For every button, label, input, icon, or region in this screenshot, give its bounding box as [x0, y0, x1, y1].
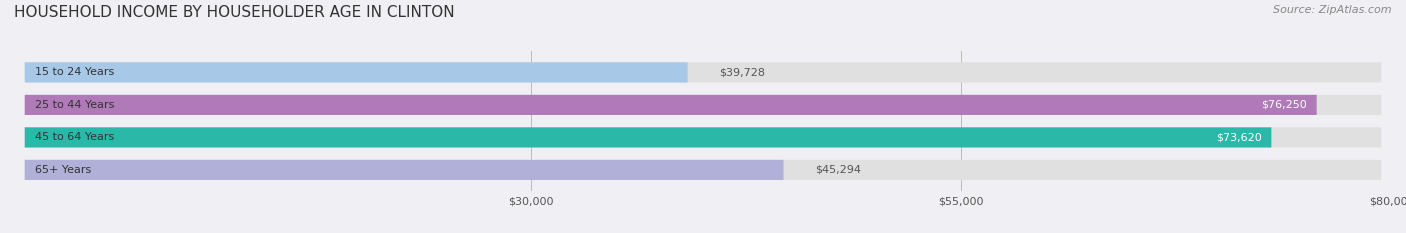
Text: 65+ Years: 65+ Years — [35, 165, 91, 175]
Text: 25 to 44 Years: 25 to 44 Years — [35, 100, 114, 110]
Text: Source: ZipAtlas.com: Source: ZipAtlas.com — [1274, 5, 1392, 15]
FancyBboxPatch shape — [25, 127, 1381, 147]
FancyBboxPatch shape — [25, 62, 1381, 82]
FancyBboxPatch shape — [25, 160, 1381, 180]
FancyBboxPatch shape — [25, 95, 1381, 115]
FancyBboxPatch shape — [25, 95, 1316, 115]
FancyBboxPatch shape — [25, 62, 688, 82]
Text: $76,250: $76,250 — [1261, 100, 1306, 110]
Text: $45,294: $45,294 — [815, 165, 860, 175]
Text: $39,728: $39,728 — [718, 67, 765, 77]
FancyBboxPatch shape — [25, 160, 783, 180]
Text: 15 to 24 Years: 15 to 24 Years — [35, 67, 114, 77]
Text: 45 to 64 Years: 45 to 64 Years — [35, 132, 114, 142]
Text: $73,620: $73,620 — [1216, 132, 1261, 142]
Text: HOUSEHOLD INCOME BY HOUSEHOLDER AGE IN CLINTON: HOUSEHOLD INCOME BY HOUSEHOLDER AGE IN C… — [14, 5, 454, 20]
FancyBboxPatch shape — [25, 127, 1271, 147]
